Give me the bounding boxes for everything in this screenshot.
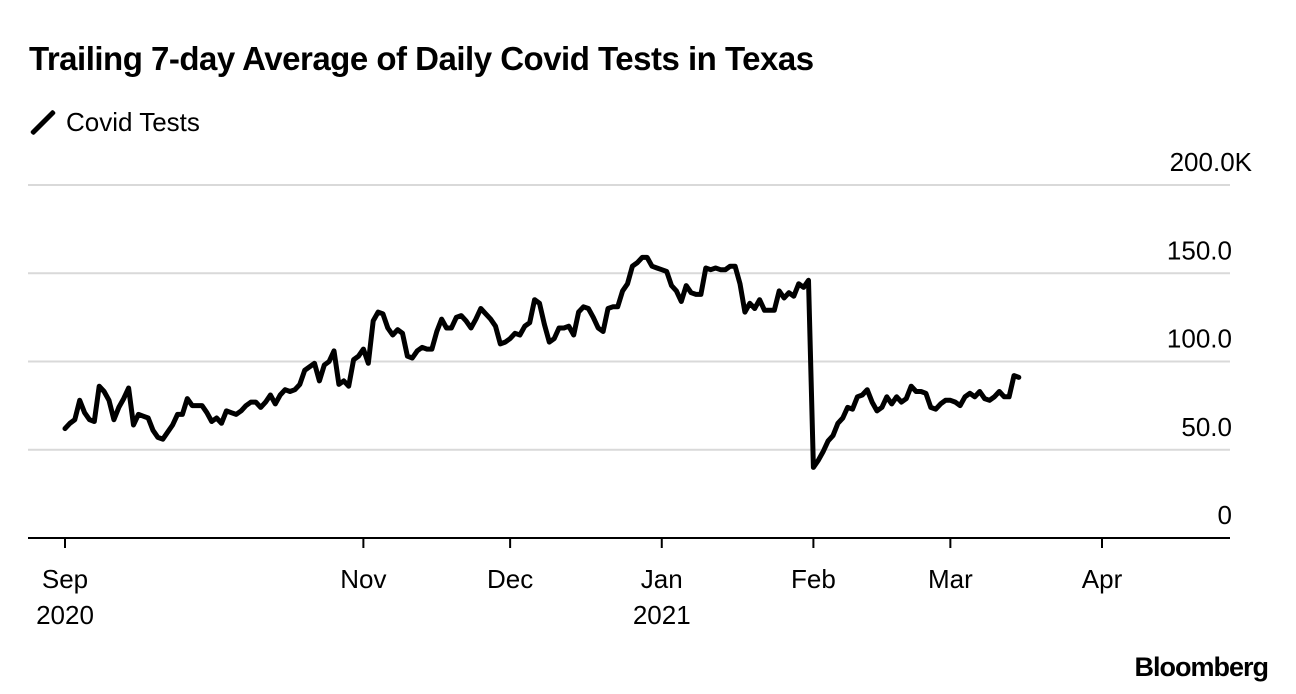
series-layer (62, 254, 1022, 470)
y-axis-ticks: 0 50.0 100.0 150.0 200.0K (1167, 147, 1253, 530)
x-tick-label: Apr (1082, 564, 1123, 594)
x-tick-label: Jan (641, 564, 683, 594)
legend-label: Covid Tests (66, 106, 200, 137)
series-line-covid-tests (62, 254, 1022, 470)
x-tick-label: Nov (340, 564, 386, 594)
y-tick-label: 150.0 (1167, 235, 1232, 265)
y-tick-label: 50.0 (1181, 412, 1232, 442)
chart-title: Trailing 7-day Average of Daily Covid Te… (29, 40, 814, 77)
y-tick-label: 200.0K (1170, 147, 1253, 177)
gridlines (28, 184, 1230, 539)
y-tick-label: 100.0 (1167, 324, 1232, 354)
x-tick-label: Sep (42, 564, 88, 594)
y-tick-label: 0 (1218, 500, 1232, 530)
x-tick-sublabel: 2020 (36, 600, 94, 630)
x-tick-label: Mar (928, 564, 973, 594)
x-tick-label: Feb (791, 564, 836, 594)
x-axis: Sep 2020 Nov Dec Jan 2021 Feb Mar Apr (36, 538, 1123, 630)
legend: Covid Tests (29, 104, 200, 140)
x-tick-label: Dec (487, 564, 533, 594)
x-tick-sublabel: 2021 (633, 600, 691, 630)
bloomberg-logo: Bloomberg (1134, 652, 1269, 682)
